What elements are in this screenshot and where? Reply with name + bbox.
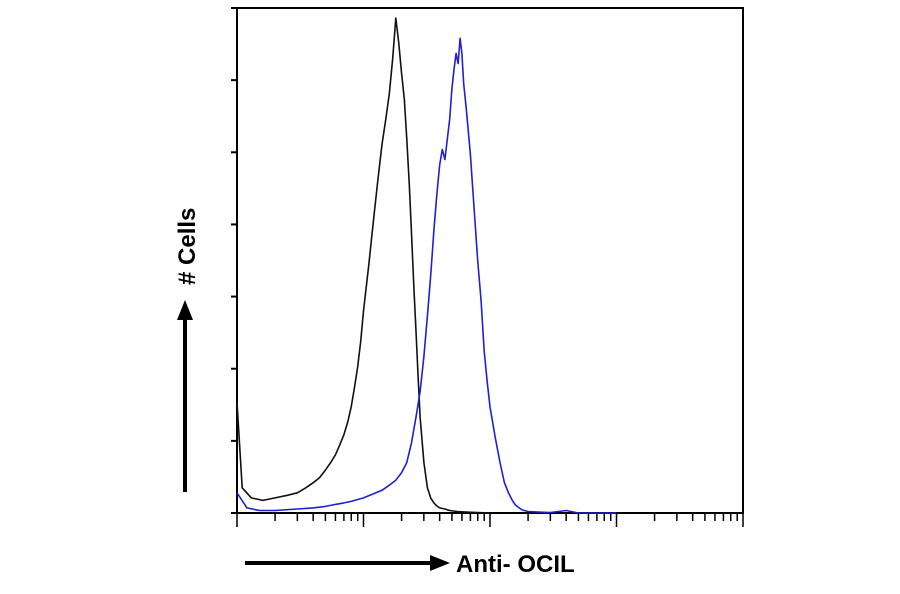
- y-axis-label: # Cells: [174, 208, 201, 285]
- x-axis-ticks: [236, 513, 744, 527]
- y-axis-ticks: [231, 7, 237, 514]
- plot-frame: [236, 7, 744, 514]
- x-axis-label: Anti- OCIL: [456, 551, 575, 578]
- x-axis-arrow-head: [430, 555, 450, 571]
- series-group: [236, 17, 617, 514]
- anti-ocil-histogram-line: [236, 37, 617, 514]
- y-axis-arrow-head: [177, 300, 193, 320]
- control-histogram-line: [236, 17, 491, 514]
